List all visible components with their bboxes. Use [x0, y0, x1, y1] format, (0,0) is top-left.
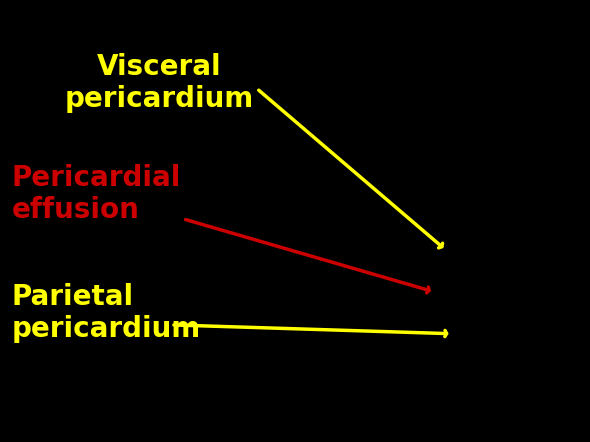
Text: Visceral
pericardium: Visceral pericardium: [65, 53, 254, 114]
Text: Pericardial
effusion: Pericardial effusion: [12, 164, 181, 224]
Text: Parietal
pericardium: Parietal pericardium: [12, 283, 201, 343]
